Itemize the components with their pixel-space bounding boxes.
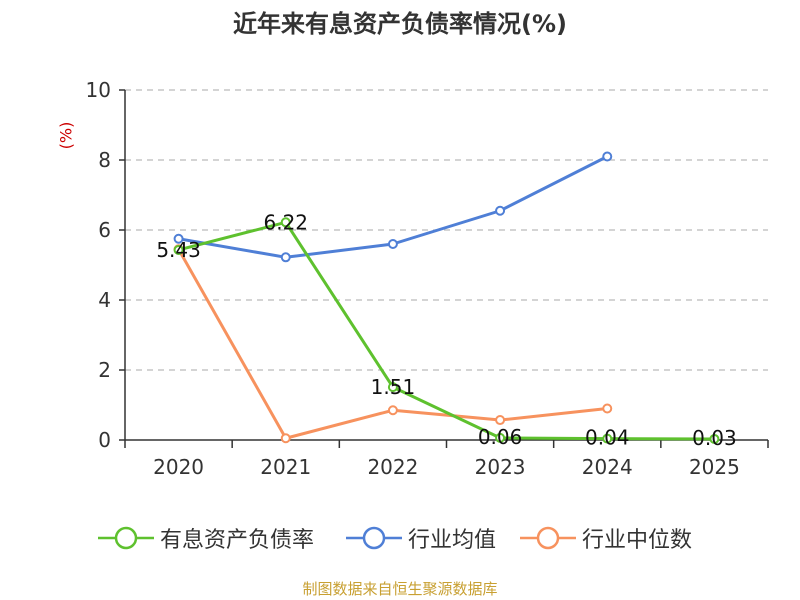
- data-label: 0.06: [478, 425, 523, 449]
- data-point-debt-ratio: [709, 433, 720, 444]
- data-label: 0.03: [692, 426, 737, 450]
- data-source-note: 制图数据来自恒生聚源数据库: [302, 580, 498, 598]
- y-tick-label: 0: [98, 428, 111, 452]
- y-tick-label: 4: [98, 288, 111, 312]
- legend-label-industry-avg: 行业均值: [408, 528, 497, 553]
- data-point-debt-ratio: [495, 432, 506, 443]
- data-label: 6.22: [263, 210, 308, 234]
- x-tick-label: 2023: [475, 455, 526, 479]
- data-point-industry-avg: [602, 151, 613, 162]
- data-point-industry-avg: [173, 233, 184, 244]
- data-point-debt-ratio: [602, 433, 613, 444]
- data-point-industry-avg: [280, 252, 291, 263]
- data-point-industry-median: [387, 405, 398, 416]
- x-tick-label: 2025: [689, 455, 740, 479]
- data-label: 0.04: [585, 426, 630, 450]
- data-label: 5.43: [156, 238, 201, 262]
- data-point-industry-median: [280, 433, 291, 444]
- x-tick-label: 2021: [260, 455, 311, 479]
- x-tick-label: 2020: [153, 455, 204, 479]
- y-tick-label: 10: [86, 78, 111, 102]
- data-point-industry-median: [495, 415, 506, 426]
- legend-marker-debt-ratio: [98, 526, 154, 550]
- chart-legend: 有息资产负债率 行业均值 行业中位数: [0, 518, 800, 558]
- x-tick-label: 2024: [582, 455, 633, 479]
- data-point-debt-ratio: [173, 244, 184, 255]
- y-tick-label: 6: [98, 218, 111, 242]
- legend-label-debt-ratio: 有息资产负债率: [160, 528, 315, 553]
- series-line-debt-ratio: [178, 220, 715, 441]
- data-point-debt-ratio: [387, 382, 398, 393]
- legend-item-industry-avg[interactable]: 行业均值: [346, 518, 496, 558]
- y-tick-label: 2: [98, 358, 111, 382]
- data-point-industry-avg: [387, 239, 398, 249]
- data-point-industry-avg: [495, 205, 506, 216]
- chart-title: 近年来有息资产负债率情况(%): [233, 10, 567, 38]
- data-point-debt-ratio: [280, 217, 291, 228]
- data-label: 1.51: [371, 375, 416, 399]
- legend-item-debt-ratio[interactable]: 有息资产负债率: [98, 518, 314, 558]
- data-point-industry-median: [602, 403, 613, 414]
- y-tick-label: 8: [98, 148, 111, 172]
- line-chart: 0 2 4 6 8 10 2020 2021 2022 2023 2024 2025 5.43 6.22…: [86, 78, 769, 479]
- legend-marker-industry-median: [520, 526, 576, 550]
- legend-marker-industry-avg: [346, 526, 402, 550]
- legend-item-industry-median[interactable]: 行业中位数: [520, 518, 692, 558]
- x-tick-label: 2022: [367, 455, 418, 479]
- legend-label-industry-median: 行业中位数: [582, 528, 693, 553]
